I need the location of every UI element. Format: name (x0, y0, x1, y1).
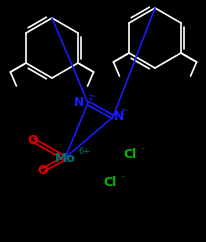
Text: ⁻: ⁻ (120, 174, 124, 182)
Text: ⁻: ⁻ (140, 145, 144, 154)
Text: z⁻: z⁻ (121, 107, 130, 116)
Text: O: O (38, 164, 48, 176)
Text: N: N (74, 97, 84, 109)
Text: Cl: Cl (123, 149, 137, 161)
Text: N: N (114, 111, 124, 123)
Text: 6+: 6+ (78, 148, 90, 157)
Text: z⁻: z⁻ (89, 93, 98, 103)
Text: O: O (28, 134, 38, 146)
Text: Mo: Mo (55, 151, 75, 165)
Text: Cl: Cl (103, 176, 117, 189)
